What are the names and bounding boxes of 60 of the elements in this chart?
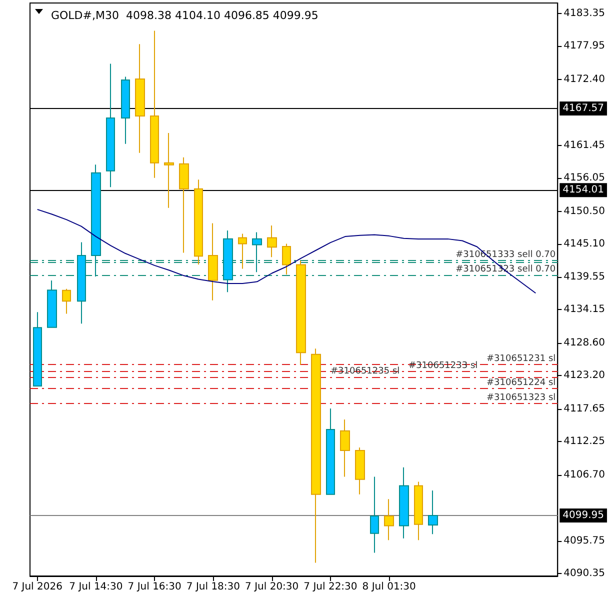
text: GOLD#,M30 4098.38 4104.10 4096.85 4099.95	[51, 9, 318, 22]
ref-line-label: 4099.95	[562, 510, 604, 522]
candlestick	[91, 164, 101, 277]
candlestick	[384, 498, 394, 541]
candlestick	[414, 481, 423, 541]
candlestick	[267, 225, 277, 258]
candlestick	[296, 260, 306, 366]
candlestick	[311, 348, 321, 564]
candlestick	[355, 446, 365, 495]
y-tick-label: 4095.75	[564, 535, 606, 546]
y-tick-label: 4128.60	[564, 338, 606, 349]
candlestick	[62, 288, 71, 314]
candlestick	[238, 233, 247, 270]
candlestick	[223, 230, 233, 293]
candlestick	[121, 76, 130, 144]
candlestick	[179, 156, 189, 254]
ref-line-label: 4154.01	[562, 184, 604, 196]
y-tick-label: 4139.55	[564, 272, 606, 283]
y-tick-label: 4161.45	[564, 140, 606, 151]
y-tick-label: 4150.50	[564, 206, 606, 217]
candlestick	[164, 132, 174, 208]
y-tick-label: 4117.65	[564, 403, 606, 414]
candlestick	[340, 419, 350, 478]
candlestick	[150, 30, 159, 178]
candlestick	[370, 476, 379, 554]
x-tick-label: 8 Jul 01:30	[362, 582, 416, 592]
y-tick-label: 4123.20	[564, 370, 606, 382]
candlestick	[326, 408, 335, 495]
x-tick-label: 7 Jul 2026	[12, 582, 62, 592]
x-tick-label: 7 Jul 14:30	[69, 582, 123, 592]
candlestick	[135, 44, 145, 154]
ref-line-label: #310651224 sl	[486, 378, 556, 388]
candlestick	[399, 466, 409, 539]
y-tick-label: 4090.35	[564, 568, 606, 579]
candlestick	[252, 232, 262, 273]
y-tick-label: 4177.95	[564, 40, 606, 52]
y-tick-label: 4172.40	[564, 74, 606, 85]
ref-line-label: #310651323 sl	[486, 393, 556, 404]
x-tick-label: 7 Jul 18:30	[186, 582, 240, 592]
y-tick-label: 4112.25	[564, 436, 606, 447]
candlestick	[428, 490, 438, 535]
y-tick-label: 4106.70	[564, 469, 606, 480]
y-tick-label: 4134.15	[564, 304, 606, 316]
line-series	[36, 208, 536, 294]
ref-line-label: 4167.57	[562, 103, 604, 114]
candlestick	[106, 63, 115, 188]
x-tick-label: 7 Jul 16:30	[128, 582, 182, 592]
candlestick	[282, 243, 291, 275]
y-tick-label: 4156.05	[564, 172, 606, 184]
ref-line-label: #310651233 sl	[408, 360, 478, 371]
candlestick	[33, 312, 42, 386]
y-tick-label: 4183.35	[564, 8, 606, 20]
ref-line-label: #310651231 sl	[486, 354, 556, 364]
candlestick	[47, 280, 57, 328]
candlestick	[194, 179, 203, 265]
candlestick	[208, 222, 218, 301]
x-tick-label: 7 Jul 20:30	[245, 582, 299, 592]
y-tick-label: 4145.10	[564, 238, 606, 250]
x-tick-label: 7 Jul 22:30	[304, 582, 358, 592]
candlestick	[77, 242, 86, 324]
